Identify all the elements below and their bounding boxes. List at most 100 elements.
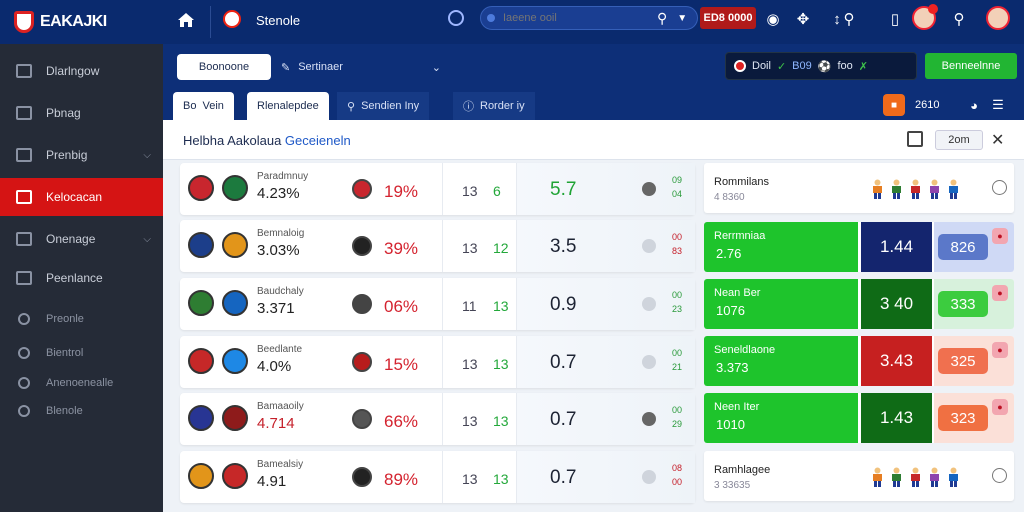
- sidebar-item-2[interactable]: Prenbig ⌵: [0, 136, 163, 174]
- odds-cell[interactable]: [517, 220, 695, 272]
- sidebar-item-1[interactable]: Pbnag: [0, 94, 163, 132]
- mini-stat-top: 00: [671, 348, 682, 358]
- odds-box[interactable]: 1.44: [861, 222, 932, 272]
- bet-card-main[interactable]: [704, 222, 858, 272]
- match-row[interactable]: Baudchaly 3.371 06% 11 13 0.9 00 23: [180, 278, 695, 330]
- globe-icon: [18, 377, 30, 389]
- bet-card[interactable]: Seneldlaone 3.373 3.43 325 ●: [704, 336, 1014, 386]
- tag-icon[interactable]: ●: [992, 285, 1008, 301]
- match-row[interactable]: Paradmnuy 4.23% 19% 13 6 5.7 09 04: [180, 163, 695, 215]
- tab-view[interactable]: Bo Vein: [173, 92, 234, 120]
- refresh-icon[interactable]: ◕: [970, 97, 978, 113]
- bet-card-main[interactable]: [704, 393, 858, 443]
- odds-value[interactable]: 3.5: [550, 236, 577, 257]
- sidebar-item-0[interactable]: Dlarlngow: [0, 52, 163, 90]
- odds-cell[interactable]: [517, 163, 695, 215]
- home-icon[interactable]: [176, 10, 196, 30]
- move-arrows-icon[interactable]: ↕: [833, 10, 841, 28]
- odds-value[interactable]: 5.7: [550, 179, 577, 200]
- divider: [516, 220, 517, 272]
- tag-icon[interactable]: ●: [992, 228, 1008, 244]
- mini-stats: 00 23: [668, 288, 686, 316]
- competition-select[interactable]: Boonoone: [177, 54, 271, 80]
- match-row[interactable]: Bemnaloig 3.03% 39% 13 12 3.5 00 83: [180, 220, 695, 272]
- alt-odds-button[interactable]: 325: [938, 348, 988, 374]
- alert-icon[interactable]: ■: [883, 94, 905, 116]
- brand-logo[interactable]: EAKAJKI: [14, 11, 164, 33]
- sidebar-small-item-3[interactable]: Blenole: [0, 392, 163, 430]
- score-widget-c: foo: [837, 60, 853, 72]
- alt-odds-button[interactable]: 826: [938, 234, 988, 260]
- away-win-probability: 06%: [384, 297, 419, 316]
- chevron-down-icon[interactable]: ▼: [677, 12, 688, 24]
- bet-card-main[interactable]: [704, 279, 858, 329]
- lineup-card[interactable]: Rommilans 4 8360: [704, 163, 1014, 213]
- sidebar-item-label: Kelocacan: [46, 190, 103, 204]
- tag-icon[interactable]: ●: [992, 342, 1008, 358]
- search-icon[interactable]: ⚲: [657, 9, 668, 26]
- divider: [442, 220, 443, 272]
- expand-icon[interactable]: [907, 131, 923, 147]
- bookmark-icon[interactable]: ▯: [890, 11, 900, 28]
- odds-cell[interactable]: [517, 393, 695, 445]
- move-icon[interactable]: ✥: [796, 11, 810, 28]
- alt-odds-button[interactable]: 333: [938, 291, 988, 317]
- bet-card-main[interactable]: [704, 336, 858, 386]
- away-team-crest-icon: [352, 352, 372, 372]
- magnifier-icon[interactable]: ⚲: [843, 11, 855, 28]
- odds-value[interactable]: 0.9: [550, 294, 577, 315]
- sidebar-small-item-1[interactable]: Bientrol: [0, 334, 163, 372]
- zoom-icon[interactable]: ⚲: [953, 11, 965, 28]
- sidebar-item-label: Peenlance: [46, 271, 103, 285]
- tag-icon[interactable]: ●: [992, 399, 1008, 415]
- side-panel: 826 ●: [934, 222, 1014, 272]
- lineup-card[interactable]: Ramhlagee 3 33635: [704, 451, 1014, 501]
- flag-icon[interactable]: [223, 10, 241, 28]
- search-input[interactable]: [503, 12, 653, 24]
- match-row[interactable]: Beedlante 4.0% 15% 13 13 0.7 00 21: [180, 336, 695, 388]
- odds-cell[interactable]: [517, 336, 695, 388]
- player-icon: [873, 179, 882, 199]
- live-score-widget[interactable]: Doil ✓ B09 ⚽ foo ✗: [725, 52, 917, 80]
- live-badge[interactable]: ED8 0000: [700, 7, 756, 29]
- user-avatar[interactable]: [986, 6, 1010, 30]
- odds-cell[interactable]: [517, 278, 695, 330]
- sidebar-item-4[interactable]: Onenage ⌵: [0, 220, 163, 258]
- bet-card[interactable]: Rerrmniaa 2.76 1.44 826 ●: [704, 222, 1014, 272]
- tab-standings[interactable]: Rlenalepdee: [247, 92, 329, 120]
- bet-card[interactable]: Neen Iter 1010 1.43 323 ●: [704, 393, 1014, 443]
- tab-order[interactable]: ⓘ Rorder iy: [453, 92, 535, 120]
- close-icon[interactable]: ✕: [991, 132, 1005, 149]
- odds-box[interactable]: 3.43: [861, 336, 932, 386]
- away-team-crest-icon: [352, 409, 372, 429]
- search-bar[interactable]: ⚲ ▼: [480, 6, 698, 30]
- sidebar-item-label: Onenage: [46, 232, 96, 246]
- odds-box[interactable]: 3 40: [861, 279, 932, 329]
- select-radio[interactable]: [992, 180, 1007, 195]
- tab-schedule[interactable]: ⚲ Sendien Iny: [337, 92, 430, 120]
- menu-icon[interactable]: ☰: [992, 97, 1004, 112]
- odds-value[interactable]: 0.7: [550, 467, 577, 488]
- sidebar-small-item-2[interactable]: Anenoenealle: [0, 364, 163, 402]
- sidebar-item-5[interactable]: Peenlance: [0, 259, 163, 297]
- sidebar-item-3[interactable]: Kelocacan: [0, 178, 163, 216]
- player-icon: [949, 179, 958, 199]
- odds-box[interactable]: 1.43: [861, 393, 932, 443]
- alt-odds-button[interactable]: 323: [938, 405, 988, 431]
- sidebar-small-item-0[interactable]: Preonle: [0, 300, 163, 338]
- zoom-select[interactable]: 2om: [935, 130, 983, 150]
- odds-value[interactable]: 0.7: [550, 352, 577, 373]
- odds-cell[interactable]: [517, 451, 695, 503]
- match-row[interactable]: Bamealsiy 4.91 89% 13 13 0.7 08 00: [180, 451, 695, 503]
- match-row[interactable]: Bamaaoily 4.714 66% 13 13 0.7 00 29: [180, 393, 695, 445]
- select-radio[interactable]: [992, 468, 1007, 483]
- notification-icon[interactable]: ◉: [766, 11, 780, 28]
- away-team-crest-icon: [352, 236, 372, 256]
- bet-now-button[interactable]: Benneelnne: [925, 53, 1017, 79]
- odds-value[interactable]: 0.7: [550, 409, 577, 430]
- bet-card[interactable]: Nean Ber 1076 3 40 333 ●: [704, 279, 1014, 329]
- sort-select[interactable]: ✎ Sertinaer ⌄: [281, 54, 441, 80]
- home-team-badge-icon: [222, 232, 248, 258]
- topbar-title[interactable]: Stenole: [256, 13, 301, 28]
- clock-icon[interactable]: [448, 10, 464, 26]
